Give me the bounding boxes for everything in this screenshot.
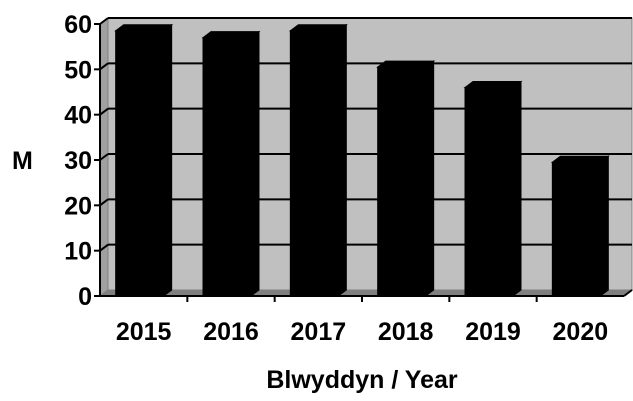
bar-front-face [377, 66, 427, 297]
bar-top-face [288, 24, 348, 32]
x-axis-label: Blwyddyn / Year [266, 366, 458, 394]
x-axis-ticks: 2015 2016 2017 2018 2019 2020 [116, 296, 608, 346]
bar-2018 [376, 60, 436, 297]
bar-side-face [337, 23, 347, 297]
y-axis-ticks: 0 10 20 30 40 50 60 [64, 11, 100, 311]
bar-side-face [425, 60, 435, 297]
bar-side-face [250, 30, 260, 297]
bars [114, 23, 610, 297]
y-tick-label: 30 [64, 147, 92, 175]
y-axis-label: M [12, 147, 33, 175]
bar-2015 [114, 23, 174, 297]
bar-top-face [463, 80, 523, 88]
bar-side-face [599, 155, 609, 297]
gridline-side [99, 62, 109, 71]
gridline-side [99, 243, 109, 252]
x-tick-label: 2016 [203, 318, 259, 346]
bar-front-face [202, 37, 252, 297]
bar-front-face [551, 161, 601, 297]
y-tick-label: 20 [64, 192, 92, 220]
x-tick-label: 2017 [291, 318, 347, 346]
x-tick-label: 2018 [378, 318, 434, 346]
x-tick-label: 2020 [553, 318, 609, 346]
bar-top-face [550, 155, 610, 163]
gridline-side [99, 198, 109, 207]
bar-front-face [115, 30, 165, 297]
x-tick-label: 2015 [116, 318, 172, 346]
bar-2019 [463, 80, 523, 297]
y-tick-label: 0 [78, 283, 92, 311]
bar-2020 [550, 155, 610, 297]
gridline-side [99, 17, 109, 25]
y-tick-label: 60 [64, 11, 92, 39]
x-axis-end-tick [623, 289, 633, 297]
bar-front-face [464, 86, 514, 297]
y-tick-label: 40 [64, 102, 92, 130]
bar-2016 [201, 30, 261, 297]
bar-side-face [163, 23, 173, 297]
bar-top-face [114, 24, 174, 32]
y-tick-label: 50 [64, 56, 92, 84]
bar-top-face [201, 31, 261, 39]
y-tick-label: 10 [64, 238, 92, 266]
x-tick-label: 2019 [465, 318, 521, 346]
gridline-side [99, 107, 109, 116]
gridline-side [99, 153, 109, 161]
bar-2017 [288, 23, 348, 297]
bar-front-face [289, 30, 339, 297]
bar-side-face [512, 80, 522, 297]
bar-top-face [376, 60, 436, 68]
gridlines [99, 17, 632, 252]
